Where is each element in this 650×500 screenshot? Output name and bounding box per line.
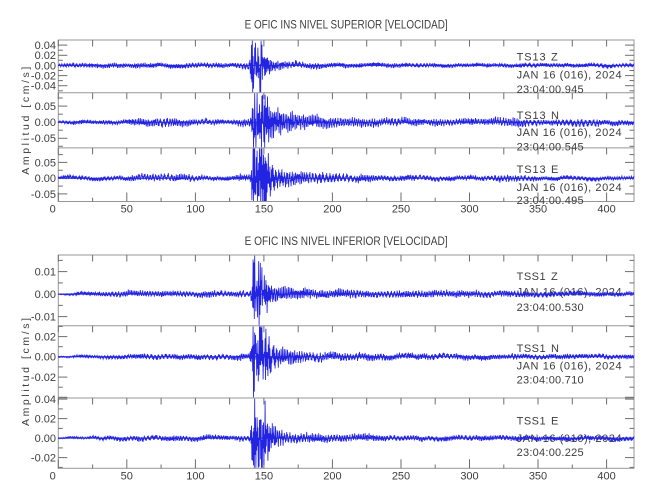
svg-text:TS13: TS13 — [517, 51, 546, 63]
svg-text:E: E — [551, 416, 558, 428]
svg-text:-0.02: -0.02 — [31, 453, 56, 465]
svg-text:Z: Z — [551, 51, 558, 63]
svg-text:JAN 16 (016), 2024: JAN 16 (016), 2024 — [517, 127, 622, 139]
svg-text:0.00: 0.00 — [35, 173, 56, 185]
svg-text:E: E — [551, 164, 558, 176]
svg-text:E OFIC INS NIVEL INFERIOR [VEL: E OFIC INS NIVEL INFERIOR [VELOCIDAD] — [245, 236, 448, 248]
svg-text:200: 200 — [323, 470, 341, 482]
svg-text:0: 0 — [50, 203, 56, 215]
svg-text:JAN 16 (016), 2024: JAN 16 (016), 2024 — [517, 361, 622, 373]
svg-text:0: 0 — [50, 470, 56, 482]
svg-text:100: 100 — [186, 203, 204, 215]
svg-text:50: 50 — [121, 470, 133, 482]
svg-text:23:04:00.530: 23:04:00.530 — [517, 302, 584, 314]
svg-text:E OFIC INS NIVEL SUPERIOR [VEL: E OFIC INS NIVEL SUPERIOR [VELOCIDAD] — [245, 20, 448, 32]
svg-text:350: 350 — [529, 203, 547, 215]
svg-text:-0.01: -0.01 — [31, 312, 56, 324]
svg-text:-0.02: -0.02 — [31, 372, 56, 384]
svg-text:150: 150 — [255, 203, 273, 215]
svg-text:0.02: 0.02 — [35, 331, 56, 343]
svg-text:250: 250 — [392, 203, 410, 215]
svg-text:23:04:00.945: 23:04:00.945 — [517, 84, 584, 96]
svg-text:350: 350 — [529, 470, 547, 482]
svg-text:0.00: 0.00 — [35, 60, 56, 72]
svg-text:400: 400 — [597, 203, 615, 215]
svg-text:50: 50 — [121, 203, 133, 215]
svg-text:-0.02: -0.02 — [31, 71, 56, 83]
svg-text:0.05: 0.05 — [35, 157, 56, 169]
svg-text:23:04:00.710: 23:04:00.710 — [517, 375, 584, 387]
svg-text:-0.05: -0.05 — [31, 133, 56, 145]
svg-text:TS13: TS13 — [517, 110, 546, 122]
svg-text:0.00: 0.00 — [35, 433, 56, 445]
svg-text:JAN 16 (016), 2024: JAN 16 (016), 2024 — [517, 69, 622, 81]
svg-text:TS13: TS13 — [517, 164, 546, 176]
svg-text:0.02: 0.02 — [35, 50, 56, 62]
svg-text:23:04:00.545: 23:04:00.545 — [517, 141, 584, 153]
svg-text:250: 250 — [392, 470, 410, 482]
svg-text:23:04:00.225: 23:04:00.225 — [517, 447, 584, 459]
svg-text:0.01: 0.01 — [35, 267, 56, 279]
svg-text:TSS1: TSS1 — [517, 416, 546, 428]
svg-text:Z: Z — [551, 271, 558, 283]
svg-text:-0.04: -0.04 — [31, 81, 56, 93]
svg-text:JAN 16 (016), 2024: JAN 16 (016), 2024 — [517, 287, 622, 299]
svg-text:400: 400 — [597, 470, 615, 482]
svg-text:0.05: 0.05 — [35, 101, 56, 113]
svg-text:0.00: 0.00 — [35, 289, 56, 301]
svg-text:N: N — [551, 343, 559, 355]
svg-text:200: 200 — [323, 203, 341, 215]
svg-text:TSS1: TSS1 — [517, 343, 546, 355]
svg-text:0.02: 0.02 — [35, 414, 56, 426]
svg-text:0.00: 0.00 — [35, 117, 56, 129]
svg-text:300: 300 — [460, 203, 478, 215]
svg-text:0.04: 0.04 — [35, 40, 56, 52]
svg-text:-0.05: -0.05 — [31, 189, 56, 201]
svg-text:N: N — [551, 110, 559, 122]
svg-text:0.00: 0.00 — [35, 352, 56, 364]
svg-text:300: 300 — [460, 470, 478, 482]
svg-text:JAN 16 (016), 2024: JAN 16 (016), 2024 — [517, 182, 622, 194]
svg-text:23:04:00.495: 23:04:00.495 — [517, 195, 584, 207]
svg-text:100: 100 — [186, 470, 204, 482]
svg-text:0.04: 0.04 — [35, 394, 56, 406]
svg-text:TSS1: TSS1 — [517, 271, 546, 283]
svg-text:150: 150 — [255, 470, 273, 482]
